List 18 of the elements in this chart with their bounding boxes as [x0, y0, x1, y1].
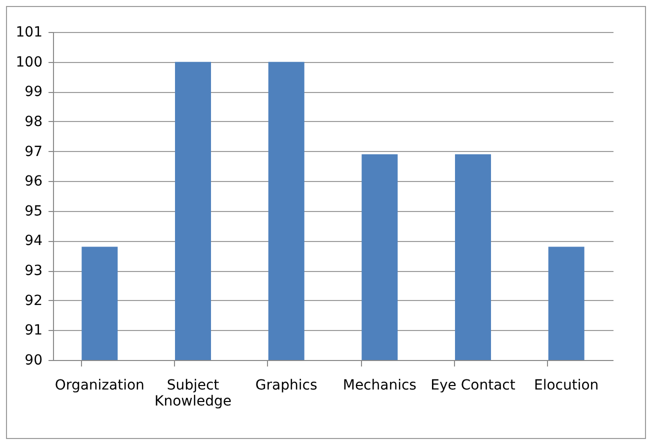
y-tick-label: 92 — [24, 292, 42, 309]
x-tick-label: Mechanics — [342, 378, 416, 394]
x-tick-label: Subject Knowledge — [154, 378, 232, 410]
y-tick-label: 96 — [24, 174, 43, 190]
y-tick-label: 91 — [24, 322, 42, 339]
y-tick-label: 93 — [24, 263, 42, 280]
x-tick-label: Elocution — [534, 378, 599, 394]
y-tick-label: 95 — [24, 203, 42, 220]
x-tick-label: Graphics — [255, 378, 318, 394]
x-tick-label: Organization — [54, 378, 144, 394]
y-tick-label: 100 — [16, 54, 42, 70]
y-tick-label: 101 — [16, 24, 42, 40]
y-tick-label: 98 — [24, 114, 42, 130]
y-tick-label: 94 — [24, 233, 43, 250]
x-tick-label: Eye Contact — [430, 378, 516, 394]
y-tick-label: 90 — [24, 352, 42, 368]
y-tick-label: 97 — [24, 144, 42, 160]
y-tick-label: 99 — [24, 84, 42, 100]
